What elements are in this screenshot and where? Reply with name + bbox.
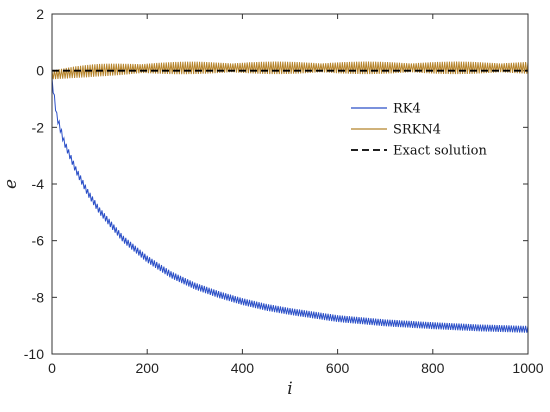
x-tick-label: 800 [421, 360, 445, 376]
y-tick-label: -4 [32, 176, 45, 192]
series-line-rk4 [51, 77, 529, 333]
legend-label: RK4 [393, 102, 421, 117]
y-tick-label: -6 [32, 233, 45, 249]
x-tick-label: 0 [48, 360, 56, 376]
y-axis-label: e [1, 179, 21, 189]
legend: RK4 SRKN4 Exact solution [351, 102, 487, 159]
y-tick-label: -2 [32, 119, 45, 135]
x-tick-label: 600 [326, 360, 350, 376]
y-tick-label: -10 [24, 346, 44, 362]
plot-frame [51, 13, 529, 355]
legend-label: Exact solution [393, 144, 487, 159]
x-tick-label: 400 [231, 360, 255, 376]
y-tick-label: 2 [36, 6, 44, 22]
legend-label: SRKN4 [393, 123, 441, 138]
x-tick-label: 1000 [512, 360, 543, 376]
y-tick-label: -8 [32, 289, 45, 305]
x-axis-label: i [287, 379, 292, 399]
series-layer [51, 61, 529, 333]
tick-layer: 0 200 400 600 800 1000 -10 -8 -6 -4 -2 0 2 [24, 6, 544, 376]
x-tick-label: 200 [136, 360, 160, 376]
y-tick-label: 0 [36, 63, 44, 79]
